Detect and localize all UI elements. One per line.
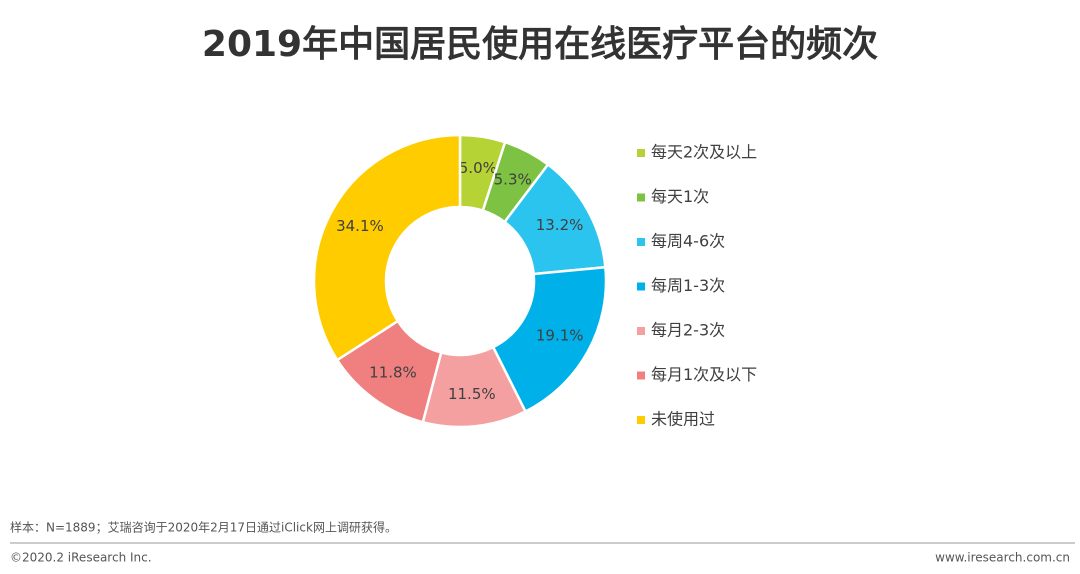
data-label: 13.2%: [536, 216, 584, 234]
legend-label: 每天1次: [651, 187, 709, 206]
legend-swatch: [637, 193, 645, 202]
website: www.iresearch.com.cn: [935, 551, 1070, 565]
legend-label: 每天2次及以上: [651, 143, 757, 162]
copyright: ©2020.2 iResearch Inc.: [10, 551, 152, 565]
legend-label: 每周4-6次: [651, 232, 725, 251]
legend-label: 未使用过: [651, 410, 715, 429]
legend-label: 每月2-3次: [651, 321, 725, 340]
legend-swatch: [637, 371, 645, 380]
source-note: 样本：N=1889；艾瑞咨询于2020年2月17日通过iClick网上调研获得。: [10, 520, 397, 535]
legend-label: 每月1次及以下: [651, 365, 757, 384]
data-label: 11.5%: [448, 385, 496, 403]
donut-segment: [312, 133, 462, 362]
legend-swatch: [637, 238, 645, 246]
data-label: 11.8%: [369, 364, 417, 382]
chart-title: 2019年中国居民使用在线医疗平台的频次: [202, 24, 878, 65]
data-label: 19.1%: [536, 327, 584, 345]
legend-swatch: [637, 327, 645, 335]
legend-swatch: [637, 416, 645, 424]
legend-swatch: [637, 149, 645, 157]
data-label: 5.3%: [494, 170, 532, 188]
data-label: 34.1%: [336, 217, 384, 235]
data-label: 5.0%: [459, 159, 497, 177]
donut-segment: [491, 265, 608, 414]
legend-swatch: [637, 282, 645, 291]
legend-label: 每周1-3次: [651, 276, 725, 295]
